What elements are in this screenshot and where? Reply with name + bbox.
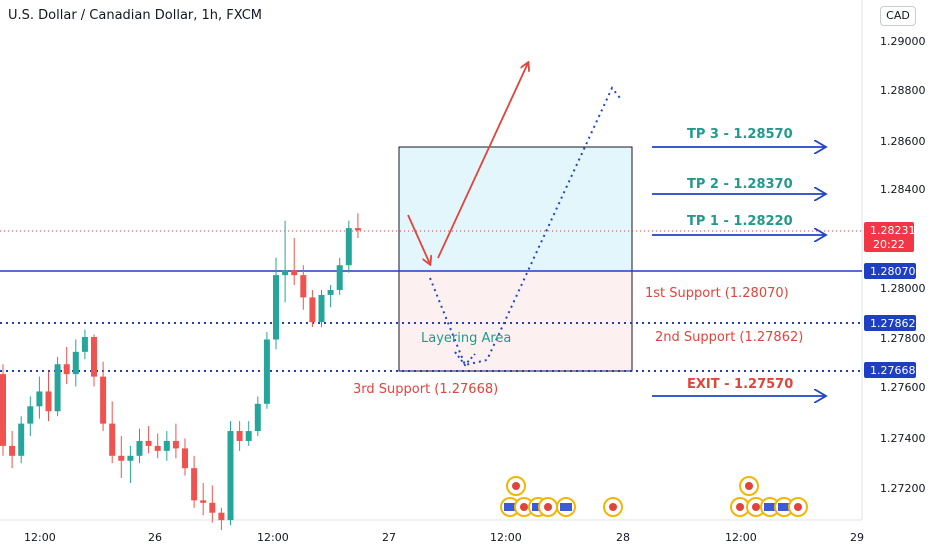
economic-events[interactable] [500,476,808,517]
drop-arrow [407,214,430,264]
candle-body [263,339,270,404]
candle-body [273,275,279,340]
price-tick: 1.27200 [880,482,926,495]
candle-body [136,440,143,456]
time-label: 12:00 [725,531,757,544]
canada-flag-icon [544,503,552,511]
current-price-value: 1.28231 [870,224,916,237]
chart-title: U.S. Dollar / Canadian Dollar, 1h, FXCM [8,8,263,23]
price-tick: 1.28800 [880,84,926,97]
us-flag-icon [778,503,790,511]
time-label: 27 [382,531,396,544]
support-3-tag-value: 1.27668 [870,364,916,377]
layering-path-tip [454,351,476,367]
candle-body [236,431,243,441]
candle-body [45,391,52,412]
candle-body [300,275,307,298]
time-label: 12:00 [257,531,289,544]
candle-body [36,391,43,407]
layering-label: Layering Area [421,331,511,346]
support-2-tag [864,315,916,331]
candle-body [309,297,316,323]
candle-body [191,468,198,501]
time-label: 26 [148,531,162,544]
candle-body [245,431,252,441]
current-price-tag [864,222,914,252]
candlestick-series [0,213,361,531]
candle-body [100,376,107,424]
tp2-label: TP 2 - 1.28370 [687,177,793,192]
price-tick: 1.28400 [880,183,926,196]
candle-body [145,440,152,446]
candle-body [109,423,116,456]
candle-countdown: 20:22 [873,238,905,251]
canada-flag-icon [794,503,802,511]
time-label: 12:00 [490,531,522,544]
candle-body [254,403,261,432]
canada-flag-icon [736,503,744,511]
us-flag-icon [764,503,776,511]
candle-body [354,228,361,231]
candle-body [127,455,134,461]
support-3-tag [864,362,916,378]
candle-body [54,364,61,412]
price-tick: 1.28600 [880,135,926,148]
time-label: 12:00 [24,531,56,544]
currency-selector[interactable]: CAD [880,6,916,26]
candle-body [200,500,207,503]
candle-body [282,270,289,276]
support-3-label: 3rd Support (1.27668) [353,382,498,397]
candle-body [336,265,343,290]
candle-body [172,440,179,449]
price-axis: 1.29000 1.28800 1.28600 1.28400 1.28000 … [880,35,926,495]
support-2-tag-value: 1.27862 [870,317,916,330]
candle-body [27,406,34,424]
candle-body [182,448,188,469]
time-label: 29 [850,531,864,544]
price-tick: 1.27400 [880,432,926,445]
price-tick: 1.29000 [880,35,926,48]
rally-arrow [437,63,528,259]
canada-flag-icon [512,482,520,490]
time-label: 28 [616,531,630,544]
candle-body [72,351,79,375]
candle-body [163,440,170,451]
candle-body [81,337,88,352]
candle-body [209,502,216,513]
candle-body [227,431,234,521]
canada-flag-icon [745,482,753,490]
candle-body [327,289,334,295]
candle-body [0,374,6,446]
price-tick: 1.27800 [880,332,926,345]
target-zone [398,146,633,272]
layering-zone [398,270,633,372]
candle-body [9,445,16,456]
candle-body [18,423,25,456]
time-axis: 12:00 26 12:00 27 12:00 28 12:00 29 [24,531,864,544]
candle-body [318,294,325,323]
exit-label: EXIT - 1.27570 [687,377,793,392]
candle-body [291,270,298,276]
canada-flag-icon [752,503,760,511]
us-flag-icon [504,503,516,511]
candle-body [118,455,125,461]
support-2-label: 2nd Support (1.27862) [655,330,803,345]
canada-flag-icon [609,503,617,511]
candle-body [154,445,161,451]
support-1-tag [864,263,916,279]
price-tick: 1.28000 [880,282,926,295]
price-tick: 1.27600 [880,381,926,394]
candle-body [63,364,70,375]
candle-body [91,337,97,377]
canada-flag-icon [520,503,528,511]
tp1-label: TP 1 - 1.28220 [687,214,793,229]
tp3-label: TP 3 - 1.28570 [687,127,793,142]
us-flag-icon [560,503,572,511]
candle-body [218,512,225,521]
candle-body [345,228,352,266]
support-1-label: 1st Support (1.28070) [645,286,789,301]
support-1-tag-value: 1.28070 [870,265,916,278]
